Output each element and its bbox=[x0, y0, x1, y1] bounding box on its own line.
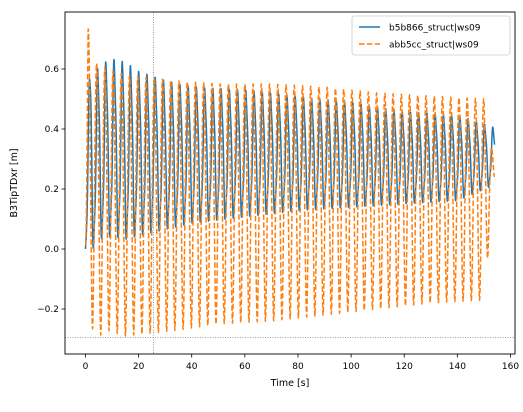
x-tick-label: 60 bbox=[239, 362, 251, 372]
x-tick-label: 160 bbox=[502, 362, 519, 372]
x-tick-label: 100 bbox=[343, 362, 360, 372]
legend-label: abb5cc_struct|ws09 bbox=[389, 40, 479, 50]
x-tick-label: 120 bbox=[396, 362, 413, 372]
x-axis: 0 20 40 60 80 100 120 140 160 bbox=[83, 354, 519, 372]
y-tick-label: 0.6 bbox=[45, 65, 60, 75]
y-tick-label: 0.4 bbox=[45, 125, 60, 135]
y-tick-label: 0.0 bbox=[45, 245, 60, 255]
y-tick-label: 0.2 bbox=[45, 185, 59, 195]
x-tick-label: 0 bbox=[83, 362, 89, 372]
legend: b5b866_struct|ws09 abb5cc_struct|ws09 bbox=[351, 15, 511, 56]
series-layer bbox=[84, 28, 496, 337]
x-tick-label: 20 bbox=[133, 362, 145, 372]
series-line-1 bbox=[84, 28, 496, 337]
y-tick-label: −0.2 bbox=[37, 305, 59, 315]
reference-lines bbox=[65, 12, 515, 354]
plot-frame bbox=[64, 11, 516, 355]
x-tick-label: 40 bbox=[186, 362, 198, 372]
x-axis-label: Time [s] bbox=[270, 378, 310, 389]
legend-box bbox=[351, 15, 511, 56]
y-axis-label: B3TipTDxr [m] bbox=[9, 148, 20, 217]
x-tick-label: 80 bbox=[292, 362, 304, 372]
x-tick-label: 140 bbox=[449, 362, 466, 372]
y-axis: −0.2 0.0 0.2 0.4 0.6 bbox=[37, 65, 65, 315]
legend-label: b5b866_struct|ws09 bbox=[389, 23, 481, 33]
